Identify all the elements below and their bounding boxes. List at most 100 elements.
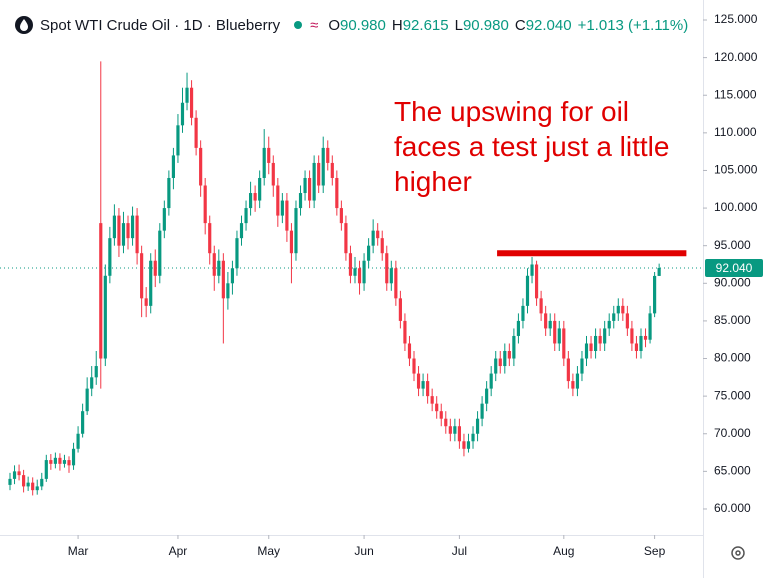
- candle-body: [426, 381, 430, 397]
- candle-body: [643, 335, 648, 340]
- candle-body: [653, 275, 657, 314]
- candle-body: [258, 177, 262, 201]
- candle-body: [625, 313, 629, 329]
- candle-body: [62, 460, 67, 464]
- candle-body: [180, 102, 185, 126]
- y-tick-label: 85.000: [714, 313, 751, 327]
- candle-body: [140, 253, 144, 299]
- y-tick-label: 105.000: [714, 163, 758, 177]
- candle-body: [194, 117, 198, 148]
- candle-body: [407, 343, 412, 359]
- x-tick-label: Jul: [452, 544, 467, 558]
- candle-body: [398, 298, 402, 321]
- candle-body: [357, 268, 362, 284]
- candle-body: [221, 260, 225, 299]
- y-tick-label: 90.000: [714, 275, 751, 289]
- candle-body: [639, 335, 643, 351]
- x-tick-label: May: [257, 544, 280, 558]
- candle-body: [226, 283, 230, 299]
- ohlc-readout: O90.980 H92.615 L90.980 C92.040 +1.013 (+1.1…: [328, 17, 694, 34]
- candle-body: [548, 320, 552, 329]
- candle-body: [457, 426, 461, 442]
- header: Spot WTI Crude Oil · 1D · Blueberry ≈ O9…: [14, 14, 695, 36]
- y-tick-label: 65.000: [714, 464, 751, 478]
- candle-body: [285, 200, 289, 231]
- candle-body: [26, 482, 30, 487]
- candle-body: [525, 275, 530, 306]
- annotation: The upswing for oil faces a test just a l…: [394, 94, 669, 199]
- candle-body: [335, 177, 339, 209]
- candle-body: [153, 260, 157, 276]
- candle-body: [575, 373, 580, 389]
- candle-body: [267, 147, 271, 163]
- candle-body: [103, 275, 107, 359]
- candle-body: [444, 418, 448, 427]
- candle-body: [130, 215, 135, 239]
- candle-body: [371, 230, 375, 246]
- candle-body: [126, 223, 130, 239]
- candle-body: [485, 388, 489, 404]
- candle-body: [544, 313, 548, 329]
- candle-body: [298, 193, 303, 209]
- candle-body: [135, 215, 139, 254]
- candle-body: [217, 260, 221, 276]
- candle-body: [99, 223, 103, 359]
- candle-body: [199, 147, 203, 186]
- candle-body: [498, 358, 502, 367]
- candle-body: [53, 457, 57, 464]
- y-tick-label: 110.000: [714, 125, 757, 139]
- symbol-title: Spot WTI Crude Oil · 1D · Blueberry: [40, 16, 281, 34]
- candle-body: [58, 457, 62, 464]
- candle-body: [430, 396, 434, 404]
- candle-body: [657, 267, 661, 276]
- candle-body: [435, 403, 439, 412]
- y-tick-label: 95.000: [714, 238, 751, 252]
- settings-ring: [731, 546, 745, 560]
- candle-body: [603, 328, 607, 344]
- candle-body: [312, 162, 316, 201]
- readout-value: 92.040: [525, 16, 572, 34]
- settings-core: [735, 550, 741, 556]
- candle-body: [480, 403, 484, 419]
- readout-value: 90.980: [462, 16, 509, 34]
- candle-body: [17, 471, 21, 476]
- candle-body: [566, 358, 570, 382]
- readout-key: C: [514, 16, 526, 34]
- y-tick-label: 100.000: [714, 200, 758, 214]
- annotation-line: faces a test just a little: [394, 131, 670, 162]
- candle-body: [321, 147, 325, 186]
- candle-body: [212, 253, 216, 276]
- candle-body: [67, 460, 71, 466]
- x-tick-label: Mar: [68, 544, 89, 558]
- candle-body: [117, 215, 121, 246]
- candle-body: [158, 230, 162, 276]
- candle-body: [376, 230, 380, 239]
- candle-body: [594, 335, 598, 351]
- candle-body: [230, 268, 235, 284]
- candle-body: [303, 177, 307, 194]
- candle-body: [507, 350, 511, 359]
- candle-body: [121, 223, 126, 246]
- candle-body: [167, 177, 171, 209]
- symbol-icon: [15, 16, 33, 34]
- candle-body: [634, 343, 639, 351]
- y-tick-label: 70.000: [714, 426, 751, 440]
- candle-body: [8, 478, 12, 485]
- candle-body: [416, 373, 421, 389]
- candle-body: [330, 162, 334, 178]
- candle-body: [589, 343, 593, 351]
- candle-body: [453, 426, 457, 434]
- candle-body: [607, 320, 611, 329]
- candle-body: [412, 358, 416, 374]
- compare-icon[interactable]: ≈: [310, 16, 319, 34]
- settings-icon[interactable]: [731, 546, 745, 560]
- y-tick-label: 80.000: [714, 351, 751, 365]
- readout-value: +1.013 (+1.11%): [577, 16, 689, 34]
- candle-body: [385, 253, 389, 284]
- x-tick-label: Jun: [354, 544, 373, 558]
- candle-body: [380, 238, 384, 254]
- y-tick-label: 125.000: [714, 12, 758, 26]
- readout-value: 92.615: [402, 16, 449, 34]
- candle-body: [40, 478, 44, 487]
